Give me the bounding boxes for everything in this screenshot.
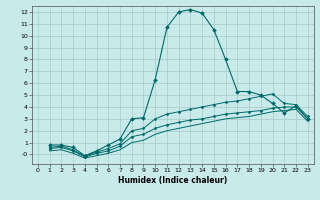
X-axis label: Humidex (Indice chaleur): Humidex (Indice chaleur) [118, 176, 228, 185]
